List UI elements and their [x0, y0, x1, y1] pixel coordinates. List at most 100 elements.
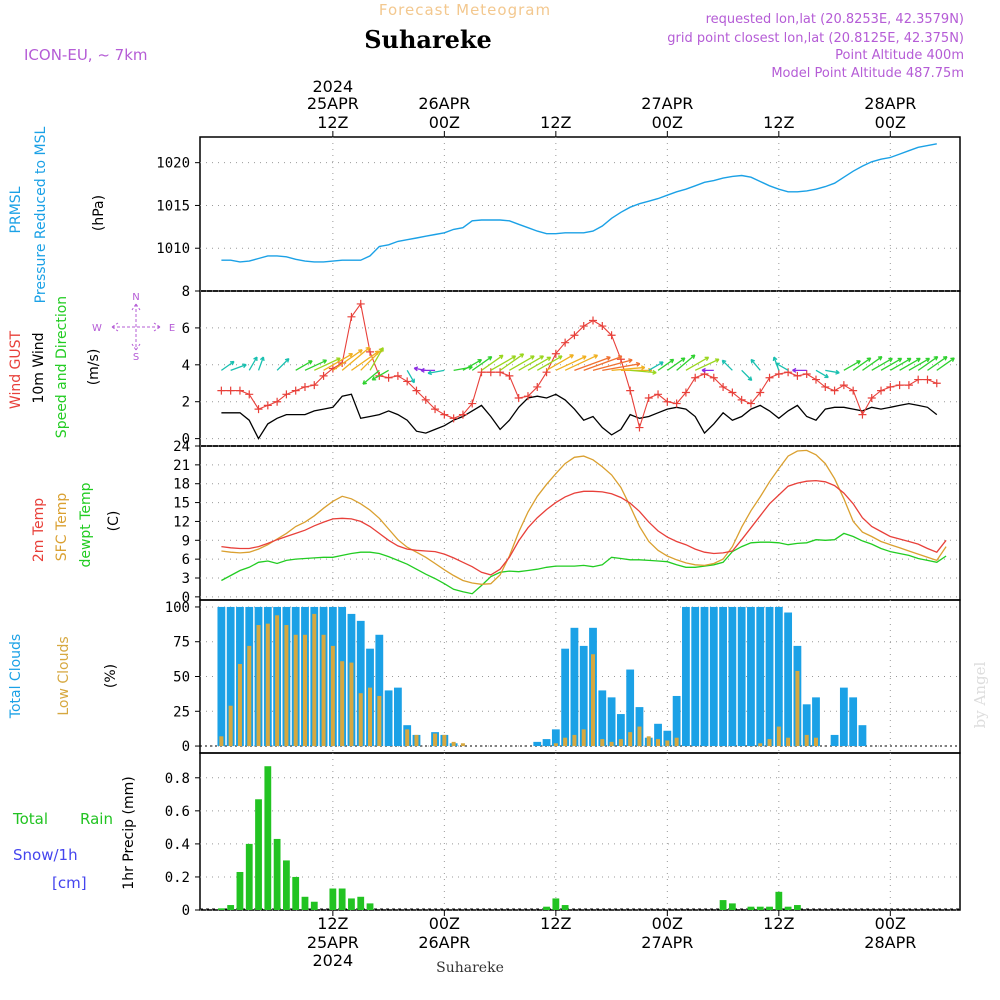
rain-bar	[236, 871, 244, 910]
gust-marker	[496, 368, 505, 377]
wind-arrow	[630, 369, 657, 375]
ms-unit-label: (m/s)	[86, 349, 102, 386]
pressure-line	[221, 143, 937, 263]
gust-marker	[551, 349, 560, 358]
wind-arrow	[825, 369, 840, 375]
prmsl-label: PRMSL	[8, 186, 24, 233]
wind-arrow	[936, 357, 955, 371]
footer-location: Suhareke	[436, 960, 504, 976]
wind-arrow	[555, 355, 587, 371]
gust-marker	[904, 381, 913, 390]
wind-arrow	[427, 369, 445, 376]
model-label: ICON-EU, ~ 7km	[24, 46, 148, 64]
gust-marker	[217, 386, 226, 395]
wind-arrow	[295, 360, 313, 371]
rain-bar	[217, 908, 225, 910]
gust-marker	[756, 388, 765, 397]
low-cloud-bar	[460, 743, 465, 747]
low-cloud-bar	[600, 739, 605, 747]
low-cloud-bar	[786, 737, 791, 747]
rain-bar	[227, 905, 235, 910]
pressure-panel: 1010 1015 1020	[156, 136, 961, 292]
low-cloud-bar	[275, 615, 280, 747]
celsius-unit-label: (C)	[106, 511, 122, 532]
wind-arrow	[685, 356, 710, 371]
gust-marker	[719, 382, 728, 391]
wind-arrow	[362, 369, 380, 385]
total-cloud-bar	[672, 695, 681, 747]
total-cloud-bar	[616, 714, 625, 747]
wind-arrow	[592, 358, 633, 371]
wind-arrow	[230, 363, 247, 371]
gust-marker	[226, 386, 235, 395]
gust-marker	[932, 379, 941, 388]
wind-arrow	[257, 356, 265, 371]
wind-arrow	[341, 346, 371, 371]
total-cloud-bar	[384, 690, 393, 747]
low-cloud-bar	[330, 645, 335, 747]
wind-arrow	[583, 355, 623, 371]
wind-arrow	[420, 367, 436, 373]
y-tick-label: 4	[182, 358, 190, 374]
rain-bar	[543, 906, 550, 910]
y-tick-label: 21	[173, 458, 190, 474]
low-cloud-bar	[795, 670, 800, 747]
low-cloud-bar	[776, 726, 781, 747]
total-cloud-bar	[654, 723, 662, 747]
gust-marker	[384, 373, 393, 382]
total-cloud-bar	[356, 620, 365, 747]
wind-arrow	[862, 356, 883, 371]
gust-marker	[635, 423, 644, 432]
total-cloud-bar	[849, 697, 858, 747]
low-cloud-bar	[256, 625, 261, 747]
panel-frame	[199, 445, 961, 601]
low-cloud-bar	[646, 736, 651, 747]
wind-arrow	[406, 370, 415, 384]
gust-marker	[793, 371, 802, 380]
low-cloud-bar	[591, 654, 596, 747]
wind-speed-dir-label: Speed and Direction	[54, 296, 70, 438]
panel-frame	[199, 752, 961, 911]
wind-arrow	[490, 355, 517, 371]
rain-bar	[329, 888, 337, 910]
rain-bar	[561, 905, 569, 910]
rain-bar	[273, 838, 281, 910]
low-cloud-bar	[247, 645, 252, 747]
wind-arrow	[908, 357, 931, 371]
panel-frame	[199, 136, 961, 292]
low-cloud-bar	[358, 693, 363, 747]
low-cloud-bar	[572, 734, 577, 747]
wind-arrow	[304, 359, 328, 371]
gust-marker	[523, 392, 532, 401]
gust-marker	[561, 338, 570, 347]
total-cloud-bar	[626, 669, 635, 747]
rain-bar	[719, 900, 727, 910]
total-clouds-label: Total Clouds	[8, 634, 24, 719]
model-point-altitude: Model Point Altitude 487.75m	[771, 66, 964, 81]
gust-marker	[393, 371, 402, 380]
gust-marker	[654, 390, 663, 399]
y-tick-label: 15	[173, 496, 190, 512]
compass-lines	[111, 303, 161, 351]
wind-arrow	[574, 356, 611, 371]
wind-arrow	[471, 356, 493, 371]
rain-bar	[255, 799, 262, 910]
wind-arrow	[546, 354, 574, 371]
low-cloud-bar	[767, 739, 772, 747]
wind-arrow	[750, 358, 761, 371]
wind-arrow	[666, 357, 686, 371]
total-cloud-bar	[812, 697, 820, 747]
time-label-hour: 12Z	[317, 914, 348, 933]
low-cloud-bar	[340, 661, 345, 747]
total-cloud-bar	[756, 606, 765, 747]
gust-marker	[923, 375, 932, 384]
wind-arrow	[371, 369, 389, 381]
y-tick-label: 1020	[156, 156, 190, 172]
time-label-hour: 00Z	[429, 914, 460, 933]
pressure-label: Pressure Reduced to MSL	[33, 126, 49, 303]
gust-marker	[858, 410, 867, 419]
header-subtitle: Forecast Meteogram	[379, 1, 551, 19]
gust-marker	[254, 405, 263, 414]
time-label-hour: 00Z	[429, 113, 460, 132]
